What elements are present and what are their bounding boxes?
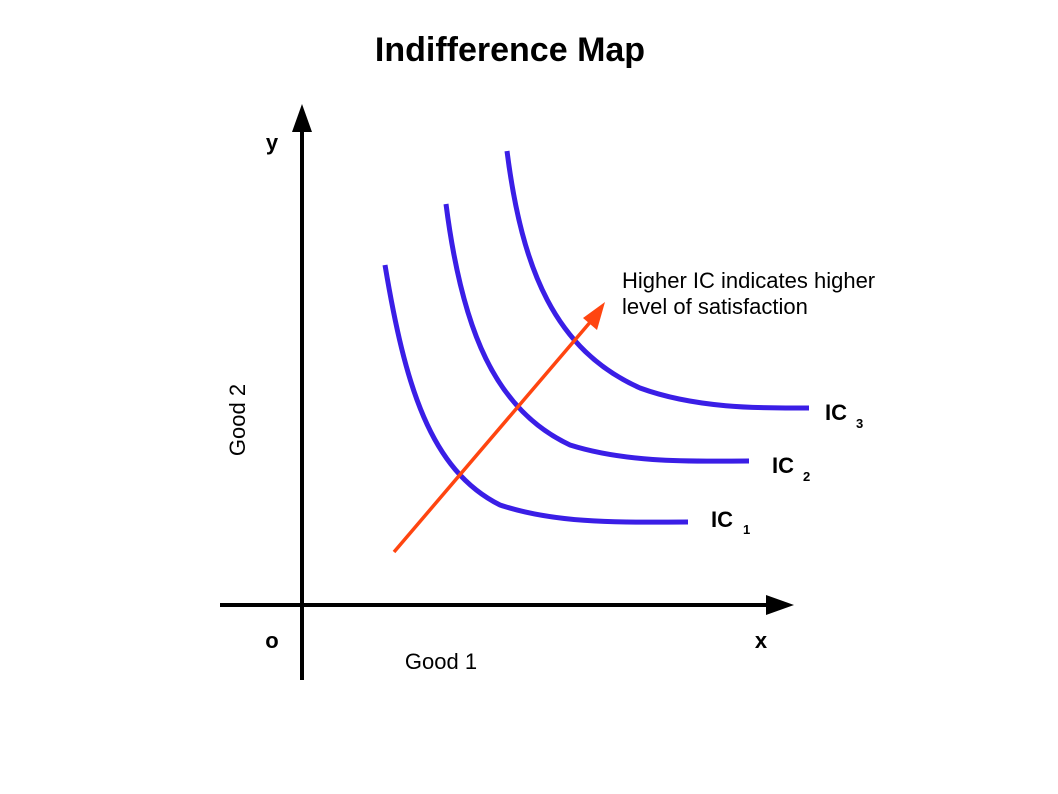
indifference-curves	[382, 150, 810, 525]
curve-label-1-name: IC	[711, 507, 733, 532]
x-axis-name: Good 1	[405, 649, 477, 674]
curve-label-3-subscript: 3	[856, 416, 863, 431]
y-axis-arrowhead	[292, 104, 312, 132]
higher-satisfaction-arrow-line	[392, 318, 594, 554]
axes	[220, 104, 794, 680]
curve-label-2: IC 2	[772, 453, 810, 484]
curve-label-3: IC 3	[825, 400, 863, 431]
curve-label-3-name: IC	[825, 400, 847, 425]
curve-label-2-subscript: 2	[803, 469, 810, 484]
indifference-curve-3	[504, 150, 810, 411]
x-axis-arrowhead	[766, 595, 794, 615]
annotation-line-2: level of satisfaction	[622, 294, 808, 319]
y-axis-name: Good 2	[225, 384, 250, 456]
curve-label-2-name: IC	[772, 453, 794, 478]
higher-satisfaction-arrow	[392, 302, 605, 554]
y-axis-letter: y	[266, 130, 279, 155]
annotation-line-1: Higher IC indicates higher	[622, 268, 875, 293]
x-axis-letter: x	[755, 628, 768, 653]
curve-label-1: IC 1	[711, 507, 750, 537]
diagram-title: Indifference Map	[375, 31, 645, 69]
higher-satisfaction-arrowhead	[583, 302, 605, 330]
origin-label: o	[265, 628, 278, 653]
indifference-curve-1	[382, 264, 689, 525]
curve-label-1-subscript: 1	[743, 522, 750, 537]
indifference-curve-2	[443, 203, 750, 464]
